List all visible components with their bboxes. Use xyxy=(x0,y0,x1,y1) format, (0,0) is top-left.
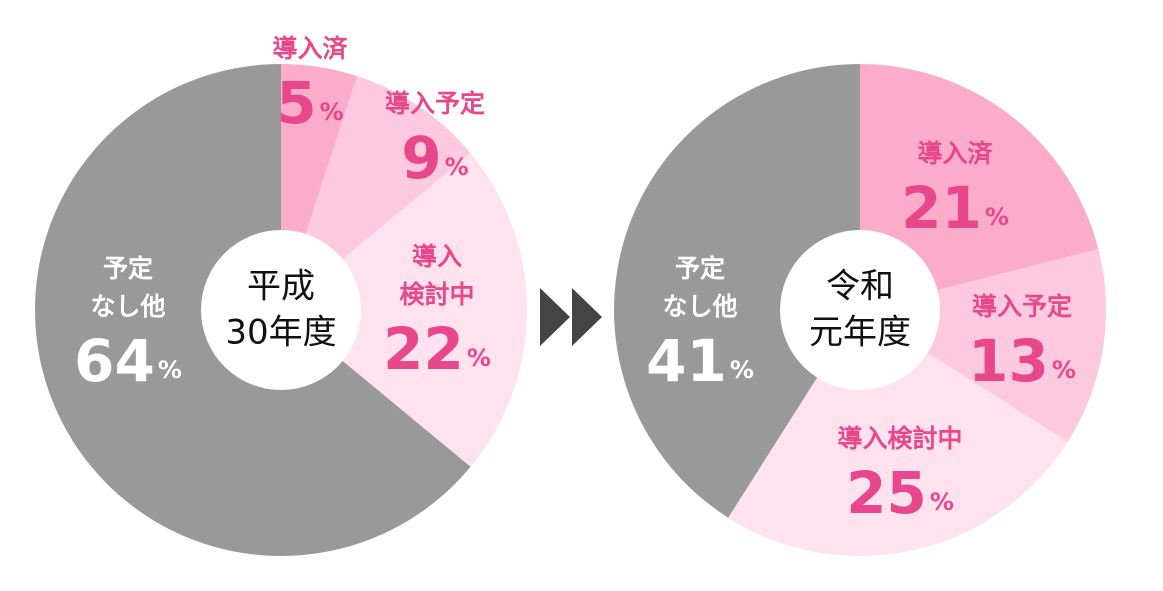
value-label: 22% xyxy=(383,315,491,383)
category-label: 予定 xyxy=(675,254,725,283)
category-label: 導入予定 xyxy=(972,292,1072,321)
center-label: 令和 xyxy=(826,267,894,307)
pie-slice xyxy=(860,64,1099,310)
category-label: 導入済 xyxy=(272,34,348,63)
value-label: 41% xyxy=(646,327,754,395)
category-label: 導入済 xyxy=(917,139,993,168)
pie-slice xyxy=(614,64,860,518)
pie-slice xyxy=(281,153,527,467)
category-label: 導入検討中 xyxy=(837,424,962,453)
pie-slice xyxy=(728,310,1068,556)
value-label: 5% xyxy=(276,69,343,137)
center-label: 平成 xyxy=(247,267,315,307)
value-label: 25% xyxy=(846,459,954,527)
arrow xyxy=(540,288,570,346)
center-hole xyxy=(780,230,940,390)
center-label: 元年度 xyxy=(809,313,911,353)
arrow xyxy=(572,288,602,346)
center-label: 30年度 xyxy=(225,313,336,353)
value-label: 13% xyxy=(968,327,1076,395)
category-label: なし他 xyxy=(662,292,737,321)
category-label: 導入 xyxy=(412,242,462,271)
value-label: 21% xyxy=(901,174,1009,242)
value-label: 9% xyxy=(401,124,468,192)
value-label: 64% xyxy=(74,327,182,395)
category-label: 導入予定 xyxy=(385,89,485,118)
category-label: なし他 xyxy=(90,292,165,321)
category-label: 予定 xyxy=(103,254,153,283)
center-hole xyxy=(201,230,361,390)
category-label: 検討中 xyxy=(399,280,474,309)
